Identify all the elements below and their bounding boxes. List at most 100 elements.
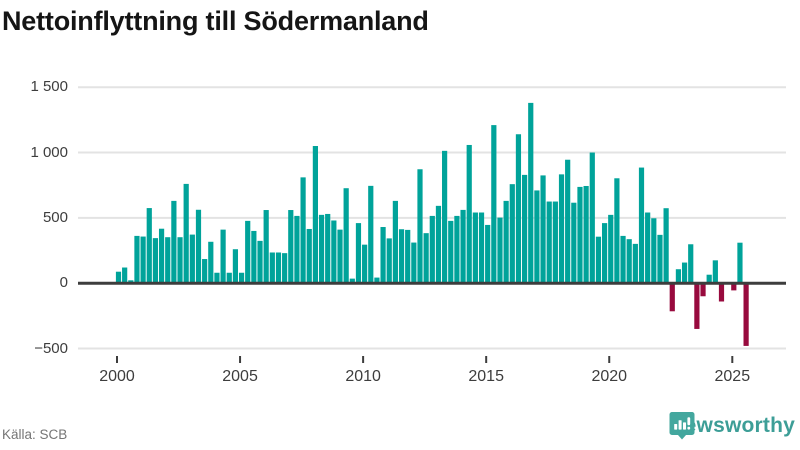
bar-positive — [165, 237, 171, 284]
bar-positive — [552, 201, 558, 284]
bar-positive — [503, 200, 509, 284]
bar-positive — [343, 188, 349, 284]
bar-positive — [275, 252, 282, 284]
bar-positive — [589, 152, 595, 284]
bar-positive — [681, 262, 688, 284]
x-axis-tick-label: 2005 — [222, 368, 258, 385]
x-axis-tick-label: 2015 — [468, 368, 504, 385]
bar-positive — [368, 185, 374, 284]
bar-positive — [565, 159, 571, 284]
bar-positive — [558, 174, 565, 284]
bar-positive — [183, 183, 189, 284]
bar-positive — [417, 169, 423, 284]
bar-positive — [528, 102, 534, 284]
bar-positive — [688, 244, 694, 284]
bar-positive — [632, 243, 638, 284]
bar-positive — [509, 184, 515, 284]
bar-positive — [392, 200, 398, 284]
bar-positive — [263, 210, 269, 284]
bar-positive — [152, 238, 159, 284]
bar-positive — [497, 217, 503, 284]
bar-positive — [577, 186, 583, 284]
bar-positive — [158, 228, 165, 284]
y-axis-tick-label: 1 000 — [30, 143, 68, 161]
bar-positive — [423, 233, 429, 284]
bar-negative — [694, 283, 700, 329]
bar-positive — [638, 167, 645, 284]
bar-negative — [731, 283, 737, 291]
bar-positive — [232, 249, 239, 284]
bar-positive — [195, 209, 202, 284]
bar-positive — [448, 220, 454, 284]
bar-positive — [189, 234, 195, 284]
bar-positive — [454, 215, 460, 284]
bar-positive — [300, 177, 306, 284]
bar-positive — [312, 146, 318, 284]
x-axis-tick-label: 2010 — [345, 368, 381, 385]
source-note: Källa: SCB — [2, 427, 68, 442]
bar-positive — [355, 223, 362, 284]
bar-positive — [146, 208, 152, 284]
bar-positive — [134, 235, 140, 284]
bar-positive — [294, 215, 300, 284]
bar-positive — [737, 242, 743, 284]
bar-positive — [540, 175, 546, 284]
y-axis-tick-label: 0 — [59, 274, 68, 292]
bar-positive — [546, 201, 552, 284]
bar-positive — [608, 214, 614, 284]
bar-positive — [349, 278, 355, 284]
bar-positive — [712, 260, 718, 284]
bar-negative — [743, 283, 749, 346]
bar-positive — [478, 212, 485, 284]
bar-positive — [331, 220, 337, 284]
bar-negative — [718, 283, 725, 302]
bar-positive — [651, 218, 657, 284]
x-axis-tick-label: 2000 — [99, 368, 135, 385]
bar-positive — [245, 220, 251, 284]
bar-positive — [115, 271, 122, 284]
bar-negative — [669, 283, 675, 312]
newsworthy-logo: Newsworthy — [669, 411, 795, 441]
bar-positive — [257, 240, 263, 284]
bar-positive — [472, 212, 478, 284]
bar-positive — [306, 228, 312, 284]
bar-positive — [620, 235, 626, 284]
bar-positive — [398, 229, 405, 284]
y-axis-tick-label: −500 — [34, 339, 68, 357]
bar-positive — [645, 212, 651, 284]
bar-positive — [460, 209, 466, 284]
bar-positive — [675, 269, 682, 284]
bar-positive — [626, 239, 632, 284]
bar-positive — [405, 229, 411, 284]
bar-positive — [288, 210, 294, 284]
bar-positive — [663, 208, 669, 284]
bar-positive — [435, 205, 442, 284]
y-axis-tick-label: 500 — [42, 208, 68, 226]
bar-positive — [614, 178, 620, 284]
bar-positive — [491, 125, 497, 284]
bar-positive — [380, 227, 386, 284]
bar-positive — [318, 214, 325, 284]
bar-positive — [485, 224, 491, 284]
bar-positive — [269, 252, 275, 284]
y-axis-tick-label: 1 500 — [30, 78, 68, 96]
bar-positive — [429, 215, 435, 284]
bar-positive — [706, 274, 712, 284]
bar-positive — [515, 134, 522, 284]
bar-positive — [251, 230, 257, 284]
bar-positive — [140, 236, 146, 284]
bar-positive — [595, 236, 602, 284]
newsworthy-logo-icon — [669, 412, 695, 440]
bar-positive — [571, 202, 577, 284]
bar-positive — [386, 238, 392, 284]
bar-positive — [521, 174, 528, 284]
bar-positive — [362, 244, 368, 284]
bar-positive — [325, 213, 331, 284]
bar-positive — [374, 277, 380, 284]
bar-positive — [442, 150, 448, 284]
bar-positive — [411, 242, 417, 284]
bar-positive — [583, 185, 589, 284]
bar-positive — [171, 200, 177, 284]
bar-positive — [337, 229, 343, 284]
